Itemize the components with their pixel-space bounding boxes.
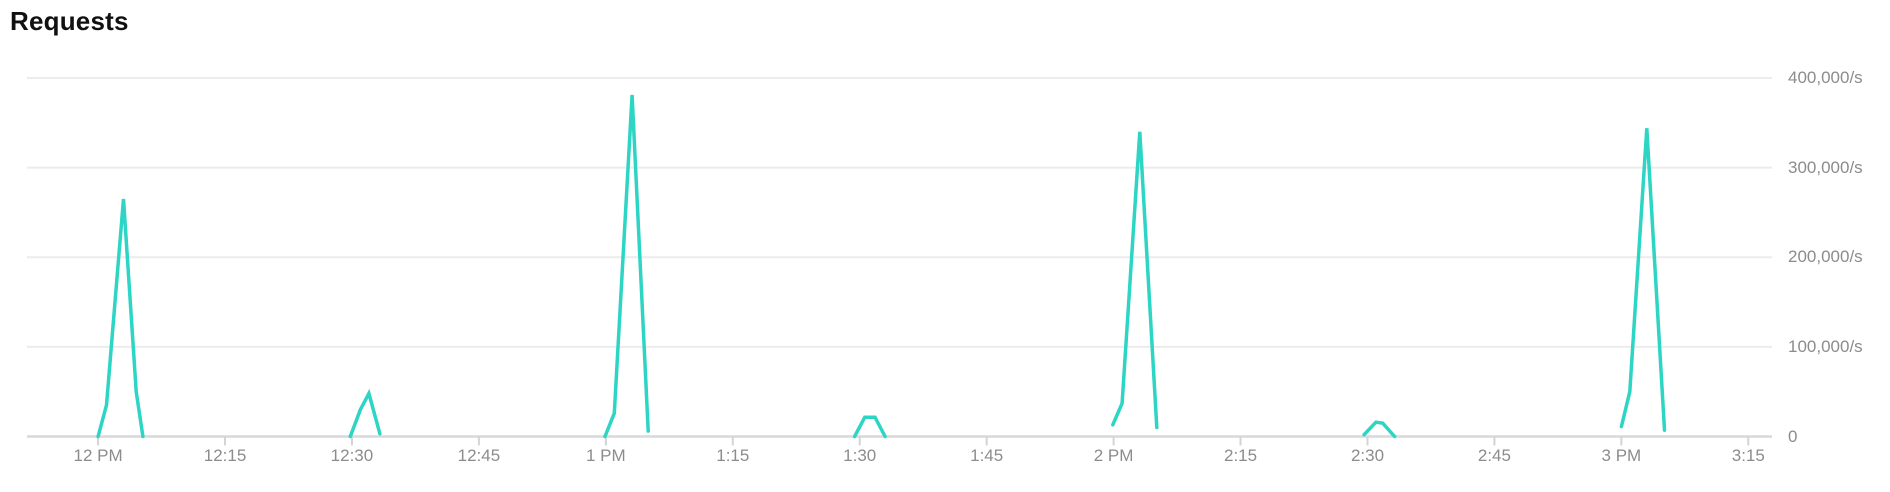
- series-segment-spike-1:03pm-peak-381k: [603, 94, 650, 439]
- x-axis-label: 12:30: [330, 446, 374, 465]
- series-segment-spike-12:32pm-peak-48k: [348, 388, 382, 439]
- x-axis-label: 2 PM: [1093, 446, 1134, 465]
- series-segment-spike-2:03pm-peak-340k: [1111, 131, 1159, 430]
- y-axis-label: 0: [1788, 426, 1798, 446]
- x-axis-label: 12:45: [457, 446, 501, 465]
- x-axis-label: 1:45: [970, 446, 1004, 465]
- y-axis-label: 400,000/s: [1788, 68, 1863, 87]
- x-axis-label: 2:15: [1223, 446, 1258, 465]
- x-axis-label: 2:45: [1477, 446, 1511, 465]
- x-axis-label: 1:15: [716, 446, 750, 465]
- x-axis-label: 3:15: [1731, 446, 1765, 465]
- x-axis-label: 1:30: [843, 446, 877, 465]
- series-segment-spike-1:31pm-peak-21k: [852, 415, 887, 439]
- x-axis-label: 12:15: [203, 446, 247, 465]
- y-axis-label: 200,000/s: [1788, 247, 1863, 267]
- chart-title: Requests: [10, 6, 129, 36]
- x-axis-label: 1 PM: [586, 446, 626, 465]
- y-axis-label: 100,000/s: [1788, 336, 1863, 356]
- series-segment-spike-3:03pm-peak-344k: [1619, 128, 1667, 432]
- x-axis-label: 3 PM: [1601, 446, 1642, 465]
- y-axis-label: 300,000/s: [1788, 157, 1863, 177]
- x-axis-label: 2:30: [1350, 446, 1385, 465]
- x-axis-label: 12 PM: [73, 446, 123, 465]
- series-segment-spike-12:03pm-peak-265k: [96, 198, 145, 439]
- series-segment-spike-2:31pm-peak-16k: [1362, 420, 1397, 439]
